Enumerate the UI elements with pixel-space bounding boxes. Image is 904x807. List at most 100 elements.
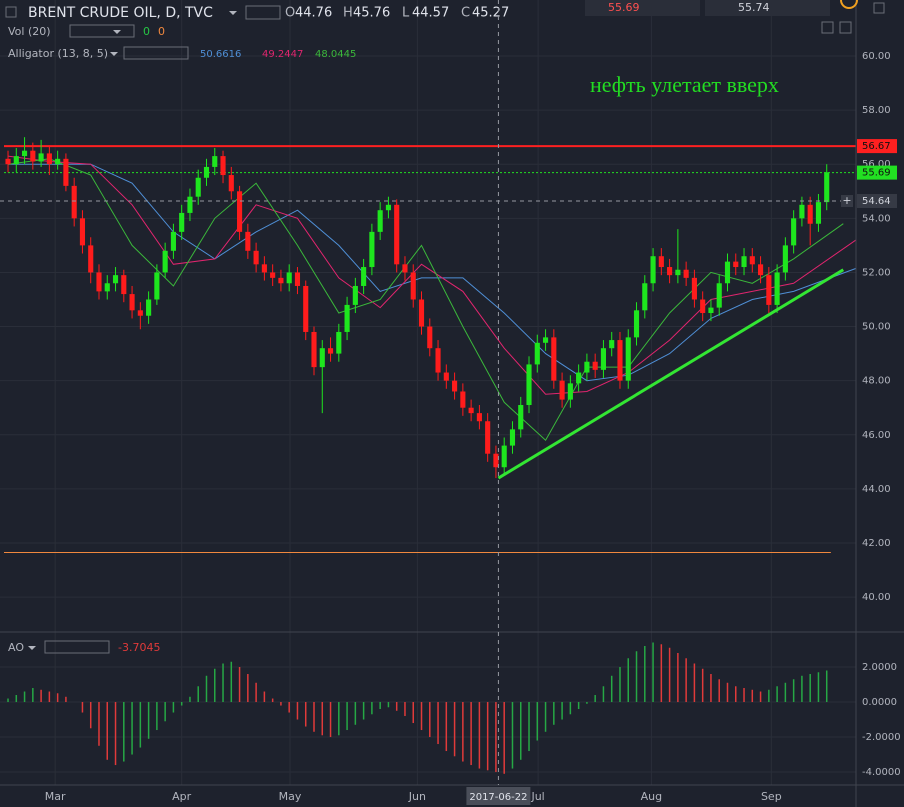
sell-quote[interactable]: 55.69 bbox=[608, 1, 640, 14]
price-label-box bbox=[857, 139, 897, 154]
ao-label: AO bbox=[8, 641, 24, 654]
annotation: нефть улетает вверх bbox=[590, 72, 779, 97]
candle-body bbox=[228, 175, 234, 192]
indicator-icons[interactable] bbox=[44, 640, 110, 654]
candle-body bbox=[667, 267, 673, 276]
settings-icons[interactable] bbox=[245, 5, 281, 20]
crosshair-price-box bbox=[857, 194, 897, 209]
candle-body bbox=[195, 177, 201, 197]
ohlc-key: C bbox=[461, 6, 470, 21]
ao-tick-label: -4.0000 bbox=[862, 767, 901, 778]
candle-body bbox=[245, 231, 251, 251]
alligator-line bbox=[7, 158, 844, 441]
candle-body bbox=[782, 245, 788, 273]
alert-icon[interactable] bbox=[840, 0, 858, 9]
price-label: 55.69 bbox=[862, 168, 891, 179]
candle-body bbox=[336, 331, 342, 354]
candle-body bbox=[112, 275, 119, 284]
candle-body bbox=[21, 150, 28, 157]
ohlc-key: H bbox=[343, 6, 353, 21]
candle-body bbox=[253, 250, 259, 265]
dropdown[interactable] bbox=[28, 646, 36, 650]
dropdown[interactable] bbox=[229, 11, 237, 15]
candle-body bbox=[261, 264, 267, 273]
indicator-icons[interactable] bbox=[123, 46, 189, 60]
candle-body bbox=[63, 158, 69, 186]
candle-body bbox=[600, 348, 607, 370]
buy-box[interactable] bbox=[705, 0, 830, 16]
candle-body bbox=[724, 261, 731, 284]
candle-body bbox=[104, 283, 110, 292]
candle-body bbox=[526, 364, 532, 406]
candle-body bbox=[476, 413, 482, 422]
pane-icon[interactable] bbox=[839, 21, 852, 34]
y-tick-label: 48.00 bbox=[862, 376, 891, 387]
y-tick-label: 56.00 bbox=[862, 159, 891, 170]
ao-tick-label: 0.0000 bbox=[862, 697, 897, 708]
candle-body bbox=[369, 231, 375, 268]
candle-body bbox=[642, 283, 648, 311]
alligator-value: 48.0445 bbox=[315, 49, 356, 60]
candle-body bbox=[683, 269, 689, 278]
price-axis bbox=[856, 0, 904, 807]
y-tick-label: 52.00 bbox=[862, 267, 891, 278]
y-tick-label: 44.00 bbox=[862, 484, 891, 495]
y-tick-label: 46.00 bbox=[862, 430, 891, 441]
ohlc-value: 45.76 bbox=[353, 6, 390, 21]
candle-body bbox=[344, 304, 350, 332]
candle-body bbox=[154, 272, 160, 300]
alligator-value: 49.2447 bbox=[262, 49, 303, 60]
dropdown[interactable] bbox=[110, 52, 118, 56]
candle-body bbox=[30, 150, 36, 162]
alligator-label: Alligator (13, 8, 5) bbox=[8, 47, 108, 60]
candle-body bbox=[452, 380, 458, 392]
crosshair-price: 54.64 bbox=[862, 196, 891, 207]
candle-body bbox=[617, 340, 623, 381]
sell-box[interactable] bbox=[585, 0, 700, 16]
dropdown[interactable] bbox=[113, 30, 121, 34]
candle-body bbox=[468, 407, 474, 414]
candle-body bbox=[96, 272, 102, 292]
indicator-icons[interactable] bbox=[69, 24, 135, 38]
x-tick-label: Aug bbox=[641, 790, 662, 803]
candle-body bbox=[501, 445, 507, 468]
candle-body bbox=[394, 204, 400, 265]
candle-body bbox=[700, 299, 706, 314]
candle-body bbox=[162, 250, 168, 273]
y-tick-label: 42.00 bbox=[862, 538, 891, 549]
candle-body bbox=[187, 196, 193, 213]
candle-body bbox=[493, 453, 499, 468]
candle-body bbox=[542, 337, 549, 343]
y-tick-label: 58.00 bbox=[862, 105, 891, 116]
ohlc-value: 44.76 bbox=[295, 6, 332, 21]
candle-body bbox=[5, 158, 11, 165]
ao-value: -3.7045 bbox=[118, 641, 160, 654]
candle-body bbox=[758, 264, 764, 276]
candle-body bbox=[824, 172, 830, 203]
volume-label: Vol (20) bbox=[8, 25, 51, 38]
candle-body bbox=[88, 245, 94, 273]
window-icon[interactable] bbox=[873, 2, 885, 14]
pane-icon[interactable] bbox=[821, 21, 834, 34]
candle-body bbox=[212, 156, 218, 167]
candle-body bbox=[146, 299, 152, 316]
collapse-icon[interactable] bbox=[5, 6, 17, 18]
candle-body bbox=[815, 202, 822, 224]
candle-body bbox=[286, 272, 292, 284]
candle-body bbox=[584, 361, 590, 373]
buy-quote[interactable]: 55.74 bbox=[738, 1, 770, 14]
candle-body bbox=[691, 277, 697, 300]
candle-body bbox=[625, 337, 631, 381]
candle-body bbox=[567, 383, 573, 400]
x-tick-label: Apr bbox=[172, 790, 192, 803]
crosshair-date-box bbox=[466, 787, 531, 805]
candle-body bbox=[71, 185, 77, 219]
candle-body bbox=[460, 391, 466, 408]
y-tick-label: 40.00 bbox=[862, 592, 891, 603]
candle-body bbox=[55, 158, 61, 165]
candle-body bbox=[278, 277, 284, 284]
candle-body bbox=[237, 191, 243, 232]
candle-body bbox=[327, 348, 334, 354]
x-tick-label: Jun bbox=[408, 790, 426, 803]
